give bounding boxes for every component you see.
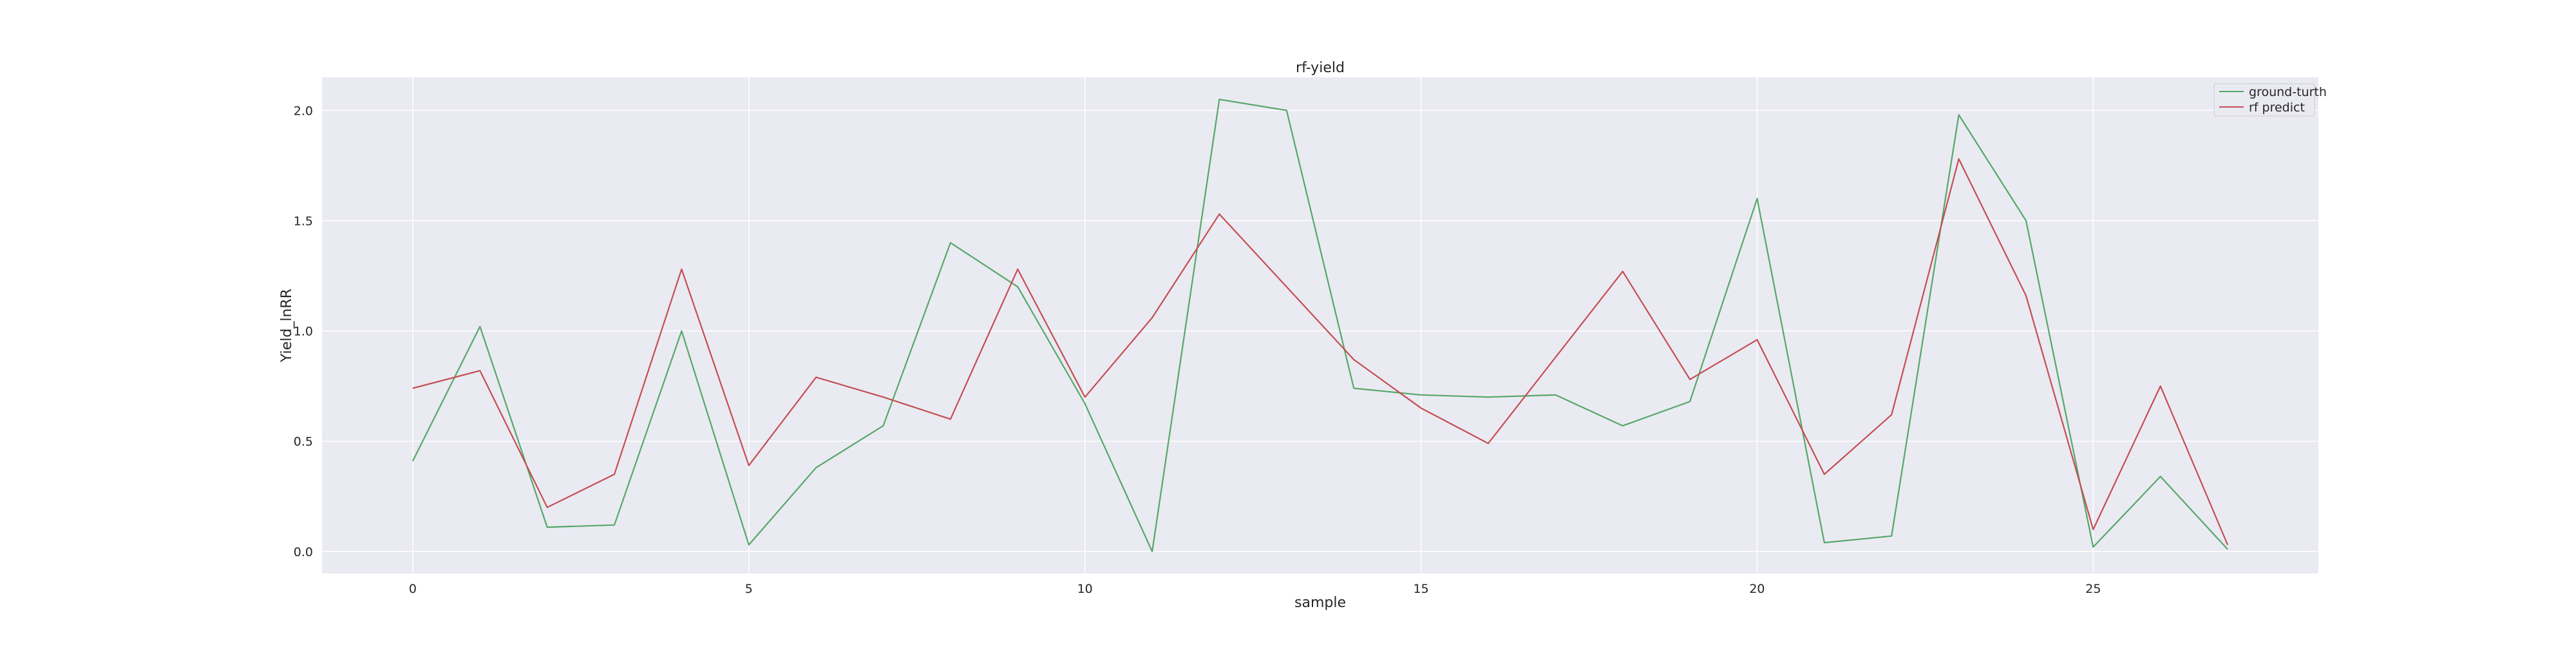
plot-background xyxy=(322,77,2318,574)
y-axis-label: Yield_lnRR xyxy=(279,289,295,363)
x-tick-label: 10 xyxy=(1077,582,1093,596)
y-tick-label: 1.5 xyxy=(294,214,313,228)
x-tick-label: 25 xyxy=(2085,582,2101,596)
series-lines xyxy=(412,99,2229,552)
x-tick-label: 5 xyxy=(745,582,753,596)
y-tick-label: 2.0 xyxy=(294,104,313,118)
y-tick-label: 1.0 xyxy=(294,325,313,339)
x-tick-label: 20 xyxy=(1749,582,1765,596)
legend: ground-turth rf predict xyxy=(2213,83,2327,117)
series-line-ground-turth xyxy=(412,99,2228,552)
legend-label-ground-turth: ground-turth xyxy=(2249,85,2327,99)
legend-label-rf-predict: rf predict xyxy=(2249,101,2305,115)
chart-title: rf-yield xyxy=(1296,60,1345,76)
y-tick-label: 0.0 xyxy=(294,545,313,559)
x-tick-label: 0 xyxy=(409,582,417,596)
series-line-rf-predict xyxy=(412,158,2229,545)
y-tick-label: 0.5 xyxy=(294,435,313,449)
tick-labels: 0 5 10 15 20 25 0.0 0.5 1.0 1.5 2.0 xyxy=(294,104,2101,596)
x-tick-label: 15 xyxy=(1413,582,1428,596)
x-axis-label: sample xyxy=(1294,595,1346,611)
grid-lines xyxy=(322,77,2318,574)
